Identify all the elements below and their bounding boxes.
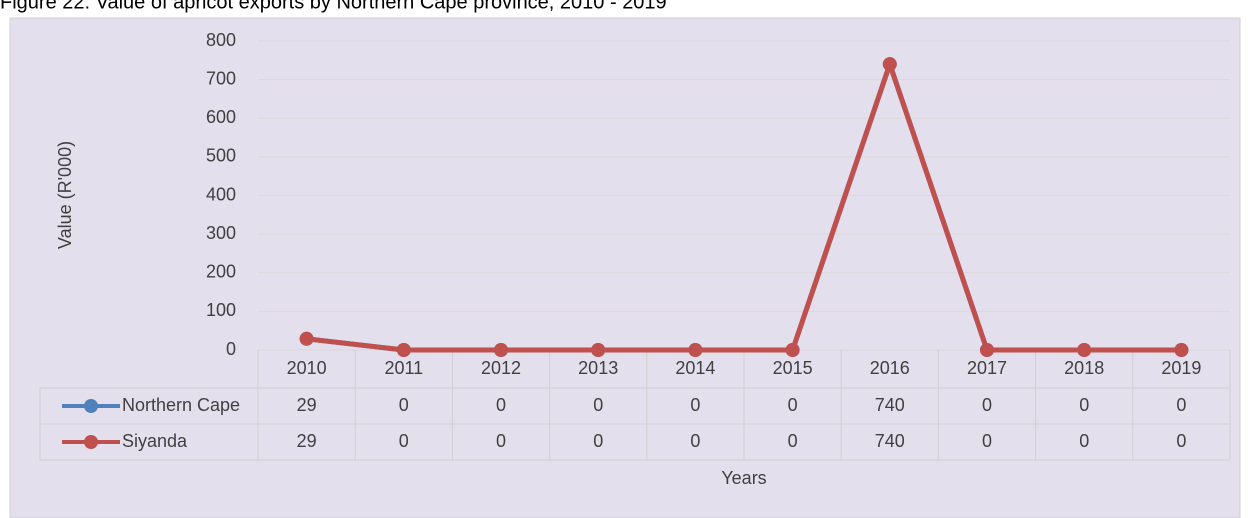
y-tick-label: 200 (206, 262, 236, 282)
table-value: 0 (690, 431, 700, 451)
table-value: 0 (399, 395, 409, 415)
table-value: 0 (690, 395, 700, 415)
point (688, 343, 703, 357)
table-value: 0 (496, 431, 506, 451)
x-tick-label: 2016 (870, 358, 910, 378)
x-tick-label: 2010 (287, 358, 327, 378)
table-value: 0 (1176, 395, 1186, 415)
legend-marker (84, 435, 98, 449)
series-line (306, 61, 1182, 353)
x-tick-label: 2012 (481, 358, 521, 378)
x-tick-label: 2018 (1064, 358, 1104, 378)
table-value: 0 (399, 431, 409, 451)
table-value: 0 (982, 395, 992, 415)
point (882, 57, 897, 72)
legend-label: Siyanda (122, 431, 188, 451)
point (980, 343, 994, 357)
y-tick-label: 300 (206, 223, 236, 243)
table-value: 0 (982, 431, 992, 451)
table-value: 0 (593, 431, 603, 451)
legend-marker (84, 399, 98, 413)
table-value: 0 (1079, 395, 1089, 415)
table-value: 0 (1176, 431, 1186, 451)
table-value: 29 (297, 395, 317, 415)
table-value: 0 (593, 395, 603, 415)
chart-title: Figure 22: Value of apricot exports by N… (0, 0, 667, 13)
x-tick-label: 2011 (384, 358, 423, 378)
x-axis-title: Years (721, 468, 766, 488)
y-tick-label: 0 (226, 339, 236, 359)
y-tick-label: 100 (206, 300, 236, 320)
y-tick-label: 400 (206, 184, 236, 204)
point (785, 343, 800, 357)
table-value: 0 (496, 395, 506, 415)
x-tick-label: 2015 (773, 358, 813, 378)
y-axis-title: Value (R'000) (55, 141, 75, 249)
y-tick-label: 500 (206, 146, 236, 166)
y-tick-label: 800 (206, 30, 236, 50)
x-tick-label: 2017 (967, 358, 1007, 378)
point (494, 343, 508, 357)
x-tick-label: 2014 (675, 358, 715, 378)
table-value: 0 (788, 431, 798, 451)
table-value: 740 (875, 431, 905, 451)
point (591, 343, 606, 357)
table-value: 0 (1079, 431, 1089, 451)
point (299, 331, 314, 346)
y-tick-label: 700 (206, 68, 236, 88)
chart-background (9, 17, 1241, 518)
legend-label: Northern Cape (122, 395, 240, 415)
point (1174, 343, 1189, 357)
table-value: 740 (875, 395, 905, 415)
point (1077, 343, 1092, 357)
x-tick-label: 2019 (1161, 358, 1201, 378)
point (396, 343, 411, 357)
table-value: 0 (788, 395, 798, 415)
x-tick-label: 2013 (578, 358, 618, 378)
y-tick-label: 600 (206, 107, 236, 127)
table-value: 29 (297, 431, 317, 451)
